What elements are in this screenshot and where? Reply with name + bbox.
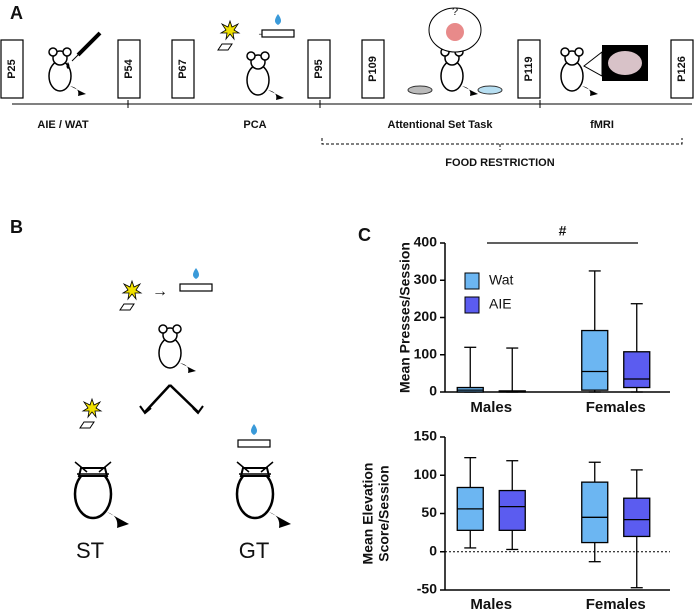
reward-icon [179,267,213,292]
box-group [456,346,484,393]
box [498,489,526,531]
day-box [171,39,195,99]
box-group [623,469,651,589]
day-box [307,39,331,99]
panel-label: C [358,225,371,245]
y-tick-label: 200 [414,308,438,324]
x-tick-label: Males [470,596,512,613]
legend-swatch [464,272,480,290]
x-tick-label: Males [470,399,512,416]
legend-label: AIE [489,296,512,312]
box [623,497,651,538]
syringe-icon [66,31,102,69]
annotation: # [559,223,567,239]
day-label: P126 [676,56,688,82]
box-group [581,461,609,563]
day-label: P109 [367,56,379,82]
y-tick-label: 100 [414,345,438,361]
restriction-bracket [321,138,683,150]
day-box [517,39,541,99]
phase-label: PCA [243,119,266,131]
light-icon [119,280,142,311]
y-tick-label: 100 [414,466,438,482]
y-tick-label: 400 [414,234,438,250]
y-axis-title: Score/Session [376,465,392,562]
panel-label: B [10,217,23,237]
mouse-icon [158,324,197,374]
legend-swatch [464,296,480,314]
svg-text:?: ? [452,6,458,18]
mouse-icon [235,460,293,530]
mouse-icon [73,460,131,530]
phase-label: fMRI [590,119,614,131]
box-group [581,270,609,393]
day-label: P54 [123,58,135,78]
group-label: GT [239,538,270,563]
split-arrows [144,384,199,413]
y-tick-label: 0 [429,542,437,558]
restriction-label: FOOD RESTRICTION [445,157,554,169]
y-tick-label: 50 [421,504,437,520]
light-icon [79,398,102,429]
box-group [623,303,651,393]
y-tick-label: 300 [414,271,438,287]
phase-label: AIE / WAT [37,119,88,131]
day-label: P67 [177,59,189,79]
thought-icon: ? [428,6,482,53]
box [581,481,609,544]
brain-image [583,45,648,81]
y-axis-title: Mean Elevation [360,463,376,565]
bowl-icon [477,85,503,95]
phase-label: Attentional Set Task [388,119,494,131]
bowl-icon [407,85,433,95]
x-tick-label: Females [586,399,646,416]
box [623,351,651,389]
x-tick-label: Females [586,596,646,613]
day-box [117,39,141,99]
legend-label: Wat [489,272,513,288]
mouse-icon [246,51,285,101]
day-label: P95 [313,59,325,79]
day-box [361,39,385,99]
box-group [498,347,526,393]
y-tick-label: 150 [414,428,438,444]
panel-label: A [10,3,23,23]
box [581,329,609,391]
timeline: FOOD RESTRICTION [12,100,692,169]
box-group [498,460,526,551]
light-icon [217,20,240,51]
y-tick-label: -50 [417,581,437,597]
y-tick-label: 0 [429,383,437,399]
day-label: P25 [6,59,18,79]
mouse-icon [560,47,599,97]
arrow-icon: → [152,283,168,300]
group-label: ST [76,538,104,563]
y-axis-title: Mean Presses/Session [397,242,413,393]
arrow-heads [139,405,204,415]
reward-icon [237,423,271,448]
box-group [456,457,484,549]
day-label: P119 [523,56,535,81]
day-box [670,39,694,99]
day-box [0,39,24,99]
mouse-icon [440,47,479,97]
